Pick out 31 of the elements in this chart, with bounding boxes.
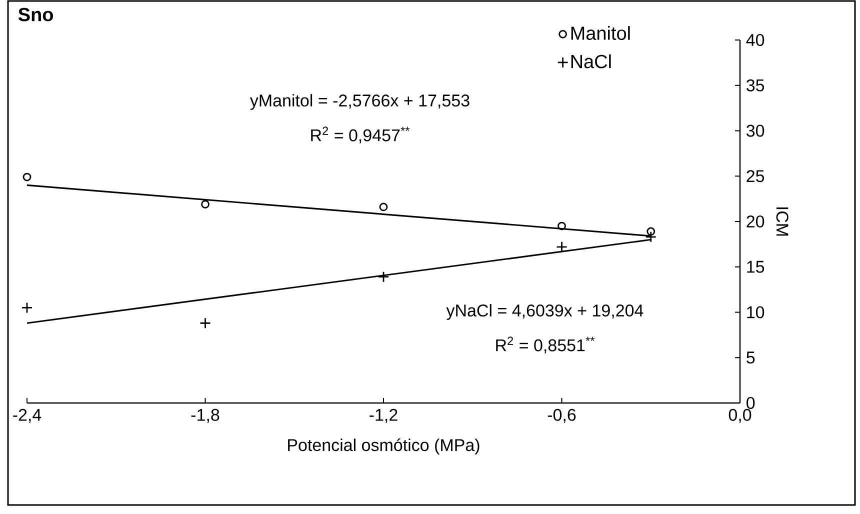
chart-title: Sno xyxy=(18,8,54,22)
legend-label: Manitol xyxy=(571,26,630,40)
y-tick-label: 20 xyxy=(746,215,764,228)
x-tick-label: -1,2 xyxy=(370,408,398,423)
point xyxy=(378,271,390,283)
y-tick-label: 25 xyxy=(746,170,764,182)
point xyxy=(558,222,566,230)
point xyxy=(201,200,210,208)
y-tick-label: 0 xyxy=(746,396,755,410)
y-tick-label: 40 xyxy=(746,34,764,46)
annotation: R$^{2}$ = 0,9457$^{**}$ xyxy=(311,126,410,144)
y-tick-label: 15 xyxy=(747,260,764,273)
annotation: R$^{2}$ = 0,8551$^{**}$ xyxy=(496,336,595,354)
annotation: yManitol = -2,5766x + 17,553 xyxy=(250,94,470,110)
x-axis-title: Potencial osmótico (MPa) xyxy=(288,438,480,454)
y-axis-title: ICM xyxy=(776,207,788,236)
point xyxy=(22,172,32,182)
x-tick-label: -0,6 xyxy=(548,408,576,423)
legend-label: NaCl xyxy=(571,54,611,68)
point xyxy=(21,302,33,314)
y-tick-label: 5 xyxy=(746,352,755,364)
annotation: yNaCl = 4,6039x + 19,204 xyxy=(446,304,644,320)
point xyxy=(379,202,388,212)
y-tick-label: 30 xyxy=(746,124,764,137)
x-tick-label: -2,4 xyxy=(13,408,42,423)
y-tick-label: 10 xyxy=(747,306,764,318)
point xyxy=(646,227,656,236)
x-tick-label: -1,8 xyxy=(191,408,220,423)
x-tick-label: 0,0 xyxy=(728,408,752,423)
point xyxy=(200,317,211,329)
y-tick-label: 35 xyxy=(746,79,764,92)
